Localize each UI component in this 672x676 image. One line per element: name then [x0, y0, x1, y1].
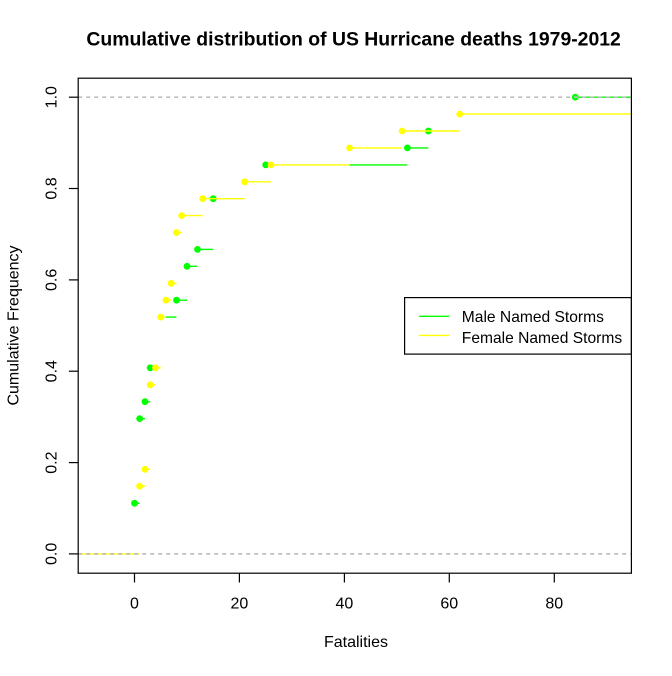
- svg-text:0.0: 0.0: [44, 543, 61, 565]
- svg-text:60: 60: [440, 596, 458, 613]
- svg-text:Male Named Storms: Male Named Storms: [462, 309, 604, 326]
- svg-text:Female Named Storms: Female Named Storms: [462, 330, 623, 347]
- svg-text:20: 20: [231, 596, 249, 613]
- svg-text:0.2: 0.2: [44, 451, 61, 473]
- svg-text:0.4: 0.4: [44, 360, 61, 382]
- svg-text:Fatalities: Fatalities: [324, 634, 388, 651]
- svg-text:Cumulative distribution of US: Cumulative distribution of US Hurricane …: [86, 28, 620, 50]
- svg-text:0: 0: [130, 596, 139, 613]
- svg-text:80: 80: [545, 596, 563, 613]
- svg-text:0.8: 0.8: [44, 177, 61, 199]
- svg-text:Cumulative Frequency: Cumulative Frequency: [6, 245, 23, 405]
- svg-text:40: 40: [336, 596, 354, 613]
- svg-text:0.6: 0.6: [44, 269, 61, 291]
- svg-text:1.0: 1.0: [44, 86, 61, 108]
